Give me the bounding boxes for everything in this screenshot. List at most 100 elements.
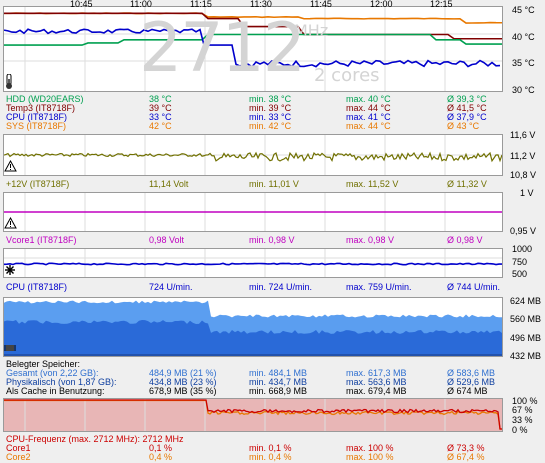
y-tick: 40 °C bbox=[512, 32, 535, 42]
fan-speed-chart-canvas bbox=[4, 249, 502, 277]
y-tick: 35 °C bbox=[512, 58, 535, 68]
sensor-max: max. 0,98 V bbox=[346, 235, 395, 245]
y-tick: 432 MB bbox=[510, 351, 542, 361]
memory-max: max. 617,3 MB bbox=[346, 368, 407, 378]
sensor-min: min. 38 °C bbox=[249, 94, 292, 104]
memory-name: Gesamt (von 2,22 GB): bbox=[6, 368, 99, 378]
sensor-name: +12V (IT8718F) bbox=[6, 179, 70, 189]
y-tick: 1 V bbox=[520, 188, 534, 198]
sensor-avg: Ø 744 U/min. bbox=[447, 282, 501, 292]
time-axis-label: 11:30 bbox=[250, 0, 272, 9]
temperature-graph: 2712 MHz 2 cores bbox=[3, 6, 503, 92]
cpu-load-graph bbox=[3, 398, 503, 432]
y-tick: 100 % bbox=[512, 396, 538, 406]
sensor-value: 11,14 Volt bbox=[149, 179, 189, 189]
hdd-temp-line bbox=[4, 33, 502, 46]
memory-graph bbox=[3, 297, 503, 357]
memory-header: Belegter Speicher: bbox=[6, 359, 81, 369]
sensor-min: min. 11,01 V bbox=[249, 179, 299, 189]
y-tick: 11,2 V bbox=[510, 151, 536, 161]
voltage-12v-graph bbox=[3, 134, 503, 176]
cpu-core-min: min. 0,4 % bbox=[249, 452, 292, 462]
sensor-name: SYS (IT8718F) bbox=[6, 121, 67, 131]
voltage-12v-chart-canvas bbox=[4, 135, 502, 175]
sensor-name: Temp3 (IT8718F) bbox=[6, 103, 76, 113]
memory-chip-icon bbox=[4, 345, 16, 351]
memory-avg: Ø 674 MB bbox=[447, 386, 488, 396]
sensor-name: CPU (IT8718F) bbox=[6, 282, 68, 292]
sensor-name: Vcore1 (IT8718F) bbox=[6, 235, 77, 245]
y-tick: 30 °C bbox=[512, 85, 535, 95]
watermark-unit: MHz bbox=[294, 21, 329, 40]
y-tick: 496 MB bbox=[510, 333, 542, 343]
memory-avg: Ø 583,6 MB bbox=[447, 368, 496, 378]
sensor-avg: Ø 0,98 V bbox=[447, 235, 483, 245]
watermark-frequency: 2712 bbox=[139, 9, 306, 88]
y-tick: 624 MB bbox=[510, 296, 542, 306]
sensor-avg: Ø 37,9 °C bbox=[447, 112, 487, 122]
memory-avg: Ø 529,6 MB bbox=[447, 377, 496, 387]
sensor-avg: Ø 11,32 V bbox=[447, 179, 487, 189]
memory-value: 434,8 MB (23 %) bbox=[149, 377, 217, 387]
cpu-frequency-header: CPU-Frequenz (max. 2712 MHz): 2712 MHz bbox=[6, 434, 184, 444]
y-tick: 67 % bbox=[512, 405, 533, 415]
sensor-max: max. 41 °C bbox=[346, 112, 391, 122]
sensor-max: max. 759 U/min. bbox=[346, 282, 412, 292]
sensor-value: 39 °C bbox=[149, 103, 172, 113]
sensor-value: 42 °C bbox=[149, 121, 172, 131]
sensor-value: 33 °C bbox=[149, 112, 172, 122]
y-tick: 33 % bbox=[512, 415, 533, 425]
memory-name: Physikalisch (von 1,87 GB): bbox=[6, 377, 117, 387]
y-tick: 750 bbox=[512, 257, 528, 267]
voltage-12v-line bbox=[4, 151, 502, 163]
sensor-value: 38 °C bbox=[149, 94, 172, 104]
time-axis-label: 10:45 bbox=[70, 0, 93, 9]
y-tick: 10,8 V bbox=[510, 170, 537, 180]
sensor-name: HDD (WD20EARS) bbox=[6, 94, 84, 104]
memory-max: max. 563,6 MB bbox=[346, 377, 407, 387]
temperature-chart-canvas bbox=[4, 7, 502, 91]
sensor-value: 724 U/min. bbox=[149, 282, 193, 292]
cpu-core-name: Core1 bbox=[6, 443, 31, 453]
memory-name: Als Cache in Benutzung: bbox=[6, 386, 105, 396]
sensor-max: max. 40 °C bbox=[346, 94, 391, 104]
core1-load-line bbox=[4, 399, 502, 430]
cpu-core-value: 0,4 % bbox=[149, 452, 173, 462]
sensor-avg: Ø 39,3 °C bbox=[447, 94, 487, 104]
sensor-max: max. 44 °C bbox=[346, 121, 391, 131]
time-axis-label: 11:15 bbox=[190, 0, 212, 9]
fan-speed-graph bbox=[3, 248, 503, 278]
y-tick: 45 °C bbox=[512, 5, 535, 15]
vcore-graph bbox=[3, 192, 503, 232]
y-tick: 560 MB bbox=[510, 314, 542, 324]
cpu-core-name: Core2 bbox=[6, 452, 31, 462]
sensor-min: min. 42 °C bbox=[249, 121, 292, 131]
time-axis-label: 12:15 bbox=[430, 0, 453, 9]
thermometer-icon bbox=[6, 74, 12, 89]
sensor-min: min. 724 U/min. bbox=[249, 282, 313, 292]
y-tick: 0 % bbox=[512, 425, 528, 435]
y-tick: 0,95 V bbox=[510, 226, 537, 236]
sensor-max: max. 44 °C bbox=[346, 103, 391, 113]
memory-min: min. 668,9 MB bbox=[249, 386, 308, 396]
memory-min: min. 484,1 MB bbox=[249, 368, 308, 378]
fan-icon bbox=[5, 265, 15, 275]
cpu-core-avg: Ø 67,4 % bbox=[447, 452, 485, 462]
warning-triangle-icon bbox=[4, 160, 17, 172]
sensor-max: max. 11,52 V bbox=[346, 179, 399, 189]
time-axis-label: 12:00 bbox=[370, 0, 393, 9]
cpu-load-fill bbox=[4, 399, 502, 431]
cpu-load-chart-canvas bbox=[4, 399, 502, 431]
cpu-core-max: max. 100 % bbox=[346, 443, 394, 453]
vcore-chart-canvas bbox=[4, 193, 502, 231]
fan-speed-line bbox=[4, 262, 502, 266]
sensor-min: min. 33 °C bbox=[249, 112, 292, 122]
warning-triangle-icon bbox=[4, 217, 17, 229]
sensor-name: CPU (IT8718F) bbox=[6, 112, 68, 122]
y-tick: 500 bbox=[512, 269, 528, 279]
memory-value: 484,9 MB (21 %) bbox=[149, 368, 217, 378]
cpu-core-max: max. 100 % bbox=[346, 452, 394, 462]
y-tick: 11,6 V bbox=[510, 130, 536, 140]
memory-value: 678,9 MB (35 %) bbox=[149, 386, 217, 396]
memory-physical-area bbox=[4, 320, 502, 356]
